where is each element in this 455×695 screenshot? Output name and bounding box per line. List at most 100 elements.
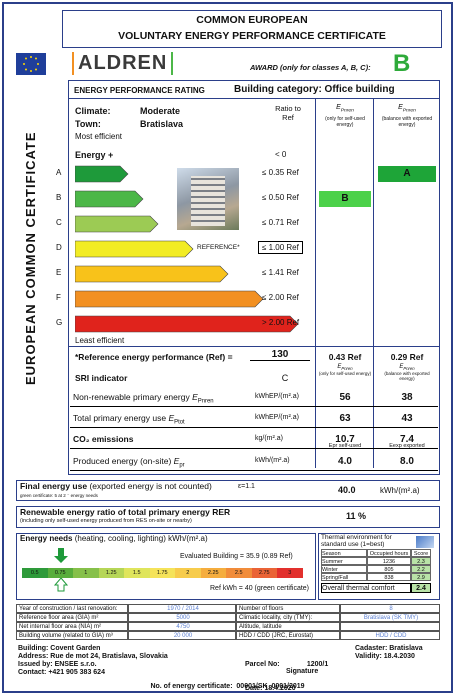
thermal-cell: 2.3 <box>411 557 431 565</box>
scale-cell: 1.25 <box>99 568 125 578</box>
energy-needs-label: Energy needs <box>20 534 72 543</box>
final-energy-note: (exported energy is not counted) <box>89 481 211 491</box>
scale-cell: 2.25 <box>201 568 227 578</box>
result-unit: kWhEP/(m².a) <box>255 393 299 400</box>
class-arrow <box>75 215 160 233</box>
ratio-header: Ratio to Ref <box>270 104 306 122</box>
ref-col2: 0.29 Ref <box>377 352 437 362</box>
energy-plus-ratio: < 0 <box>275 150 286 159</box>
rer-label: Renewable energy ratio of total primary … <box>20 507 230 517</box>
ref-value: 130 <box>250 349 310 361</box>
building-cell: Building volume (related to GIA) m³ <box>16 631 128 640</box>
subscript: Ptot <box>174 420 185 426</box>
arrow-shape <box>75 291 263 307</box>
most-efficient: Most efficient <box>75 132 122 141</box>
building-cell: Altitude, latitude <box>236 622 340 631</box>
building-cell <box>340 622 440 631</box>
building-cell: 1970 / 2014 <box>128 604 236 613</box>
thermal-cell: Spring/Fall <box>321 573 367 581</box>
final-energy-value: 40.0 <box>338 485 356 495</box>
town: Bratislava <box>140 119 183 129</box>
thermal-header: Occupied hours <box>367 549 411 557</box>
thermal-cell: Winter <box>321 565 367 573</box>
class-ratio: > 2.00 Ref <box>262 318 299 327</box>
sri-label: SRI indicator <box>75 373 127 383</box>
building-photo <box>177 168 239 230</box>
building-cell: 4750 <box>128 622 236 631</box>
note: (only for self-used energy) <box>318 371 372 376</box>
ref-label: *Reference energy performance (Ref) = <box>75 352 233 362</box>
arrow-shape <box>75 266 228 282</box>
note: (balance with exported energy) <box>377 116 437 128</box>
result-label: Produced energy (on-site) Epr <box>73 456 185 469</box>
energy-plus: Energy + <box>75 150 113 160</box>
result-label: CO₂ emissions <box>73 434 133 447</box>
final-energy-unit: kWh/(m².a) <box>380 486 420 495</box>
result-v2: 7.4 <box>377 434 437 445</box>
class-letter: F <box>56 293 61 302</box>
evaluated: Evaluated Building = 35.9 (0.89 Ref) <box>180 553 293 560</box>
thermal-overall-label: Overall thermal comfort <box>321 583 411 593</box>
thermal-cell: Summer <box>321 557 367 565</box>
energy-needs-note: (heating, cooling, lighting) kWh/(m².a) <box>75 534 208 543</box>
building-cell: 8 <box>340 604 440 613</box>
col2-subheader: EPnren(balance with exported energy) <box>377 364 437 381</box>
building-cell: Bratislava (SK TMY) <box>340 613 440 622</box>
class-arrow <box>75 165 130 183</box>
scale-cell: 0.75 <box>48 568 74 578</box>
scale-cell: 1 <box>73 568 99 578</box>
result-v1: 4.0 <box>318 456 372 467</box>
col1-subheader: EPnren(only for self-used energy) <box>318 364 372 376</box>
row-line <box>70 470 438 471</box>
subscript: pr <box>179 463 184 469</box>
thermal-header: Score <box>411 549 431 557</box>
scale-cell: 2.75 <box>252 568 278 578</box>
class-arrow <box>75 265 230 283</box>
scale-cell: 3 <box>277 568 303 578</box>
result-unit: kWh/(m².a) <box>255 457 290 464</box>
result-v2: 43 <box>377 413 437 424</box>
scale-cell: 0.5 <box>22 568 48 578</box>
energy-needs-title: Energy needs (heating, cooling, lighting… <box>20 534 208 543</box>
row-line <box>70 448 438 449</box>
climate: Moderate <box>140 106 180 116</box>
thermal-header: Season <box>321 549 367 557</box>
award-label: AWARD (only for classes A, B, C): <box>250 63 371 72</box>
divider <box>68 98 440 99</box>
label-text: CO₂ emissions <box>73 434 133 444</box>
class-letter: G <box>56 318 62 327</box>
class-arrow <box>75 240 195 258</box>
thermal-icon <box>416 536 434 548</box>
class-ratio: ≤ 1.00 Ref <box>258 241 303 254</box>
issued: Issued by: ENSEE s.r.o. <box>18 661 168 669</box>
col1-header: EPnren(only for self-used energy) <box>318 104 372 128</box>
thermal-cell: 805 <box>367 565 411 573</box>
building-cell: HDD / CDD <box>340 631 440 640</box>
class-ratio: ≤ 0.35 Ref <box>262 168 299 177</box>
building-cell: Net internal floor area (NIA) m² <box>16 622 128 631</box>
header-line: VOLUNTARY ENERGY PERFORMANCE CERTIFICATE <box>62 30 442 42</box>
info-right: Cadaster: Bratislava Validity: 18.4.2030 <box>355 645 423 661</box>
class-letter: D <box>56 243 62 252</box>
cadaster: Cadaster: Bratislava <box>355 645 423 653</box>
result-v1: 63 <box>318 413 372 424</box>
info-left: Building: Covent Garden Address: Rue de … <box>18 645 168 677</box>
eu-flag <box>16 53 46 75</box>
class-letter: E <box>56 268 61 277</box>
final-energy: Final energy use (exported energy is not… <box>20 481 212 491</box>
scale-cell: 2 <box>175 568 201 578</box>
subscript: Pnren <box>341 108 354 113</box>
rer-value: 11 % <box>346 511 366 521</box>
subscript: Pnren <box>403 108 416 113</box>
class-ratio: ≤ 0.71 Ref <box>262 218 299 227</box>
scale-cell: 1.5 <box>124 568 150 578</box>
photo-facade <box>191 176 225 226</box>
climate-label: Climate: <box>75 106 111 116</box>
sri-value: C <box>270 373 300 383</box>
side-title: EUROPEAN COMMON CERTIFICATE <box>23 131 38 385</box>
building-cell: 20 000 <box>128 631 236 640</box>
thermal-cell: 838 <box>367 573 411 581</box>
final-energy-label: Final energy use <box>20 481 87 491</box>
result-unit: kWhEP/(m².a) <box>255 414 299 421</box>
